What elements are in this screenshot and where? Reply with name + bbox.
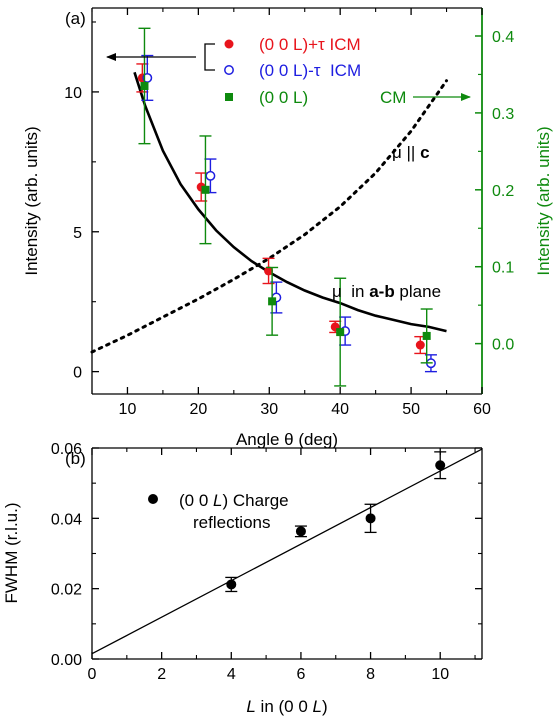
right-y-axis-label-a: Intensity (arb. units) [534,126,553,275]
x-tick-label: 10 [431,666,449,683]
panel-a: (a) 10 20 30 40 50 60 0 5 10 0.0 0.1 0.2 0.3 0.4 An… [22,7,553,449]
right-y-tick-label: 0.0 [492,337,514,354]
x-ticks-a: 10 20 30 40 50 60 [91,8,491,418]
x-axis-label-a: Angle θ (deg) [236,430,338,449]
y-tick-label: 0.02 [51,582,82,599]
x-tick-label: 6 [296,666,305,683]
linear-fit-line [91,448,483,655]
legend-label-plus-tau: (0 0 L)+τ ICM [259,35,361,54]
data-point [365,513,376,524]
legend-marker-green-square [225,93,233,101]
right-y-ticks-a: 0.0 0.1 0.2 0.3 0.4 [475,29,514,354]
y-tick-label: 5 [73,225,82,242]
x-tick-label: 50 [402,401,420,418]
x-tick-label: 2 [157,666,166,683]
data-point [336,328,345,337]
data-point [415,340,425,350]
x-tick-label: 30 [260,401,278,418]
mu-parallel-c-curve [90,79,448,354]
text-span: ) [322,697,328,716]
data-point [226,579,237,590]
right-y-tick-label: 0.4 [492,29,514,46]
x-tick-label: 10 [119,401,137,418]
y-tick-label: 0.06 [51,441,82,458]
cm-label: CM [380,88,406,107]
mu-ab-annotation: μ in a-b plane [332,282,441,301]
x-tick-label: 4 [227,666,236,683]
legend-a: (0 0 L)+τ ICM (0 0 L)-τ ICM (0 0 L) CM [106,35,471,107]
panel-label-b: (b) [65,449,86,468]
x-tick-label: 60 [473,401,491,418]
y-tick-label: 0 [73,365,82,382]
text-span: ) Charge [223,491,289,510]
data-points-b [225,451,447,593]
legend-marker-blue-open-circle [224,65,234,75]
x-tick-label: 0 [88,666,97,683]
data-point [422,331,431,340]
italic-l: L [313,697,322,716]
right-y-tick-label: 0.1 [492,260,514,277]
legend-marker-black-circle [148,494,158,504]
legend-marker-red-circle [224,39,234,49]
text-span: in (0 0 [256,697,313,716]
italic-l: L [213,491,222,510]
y-axis-label-a: Intensity (arb. units) [22,126,41,275]
data-point [264,266,274,276]
y-tick-label: 10 [64,85,82,102]
y-tick-label: 0.00 [51,652,82,669]
legend-label-line1: (0 0 L) Charge [179,491,289,510]
data-point [435,460,446,471]
mu-ab-plane-curve [133,71,447,333]
right-y-tick-label: 0.2 [492,183,514,200]
x-axis-label-b: L in (0 0 L) [246,697,327,716]
x-tick-label: 8 [366,666,375,683]
legend-label-minus-tau: (0 0 L)-τ ICM [259,61,361,80]
x-tick-label: 40 [331,401,349,418]
data-points-a [136,27,437,387]
right-y-tick-label: 0.3 [492,106,514,123]
x-tick-label: 20 [189,401,207,418]
panel-label-a: (a) [65,9,86,28]
legend-b: (0 0 L) Charge reflections [148,491,289,532]
data-point [140,81,149,90]
data-point [201,185,210,194]
data-point [295,526,306,537]
legend-label-line2: reflections [193,513,270,532]
legend-bracket [204,43,215,71]
legend-label-cm: (0 0 L) [259,88,308,107]
data-point [268,297,277,306]
text-span: (0 0 [179,491,213,510]
y-axis-label-b: FWHM (r.l.u.) [2,502,21,603]
data-point [205,170,216,181]
y-tick-label: 0.04 [51,511,82,528]
mu-c-annotation: μ || c [392,143,430,162]
y-ticks-b: 0.00 0.02 0.04 0.06 [51,441,482,669]
panel-b: (b) 0 2 4 6 8 10 0.00 0.02 0.04 0.06 L in (0 0 L… [2,441,483,716]
italic-l: L [246,697,255,716]
y-ticks-a: 0 5 10 [64,21,99,382]
